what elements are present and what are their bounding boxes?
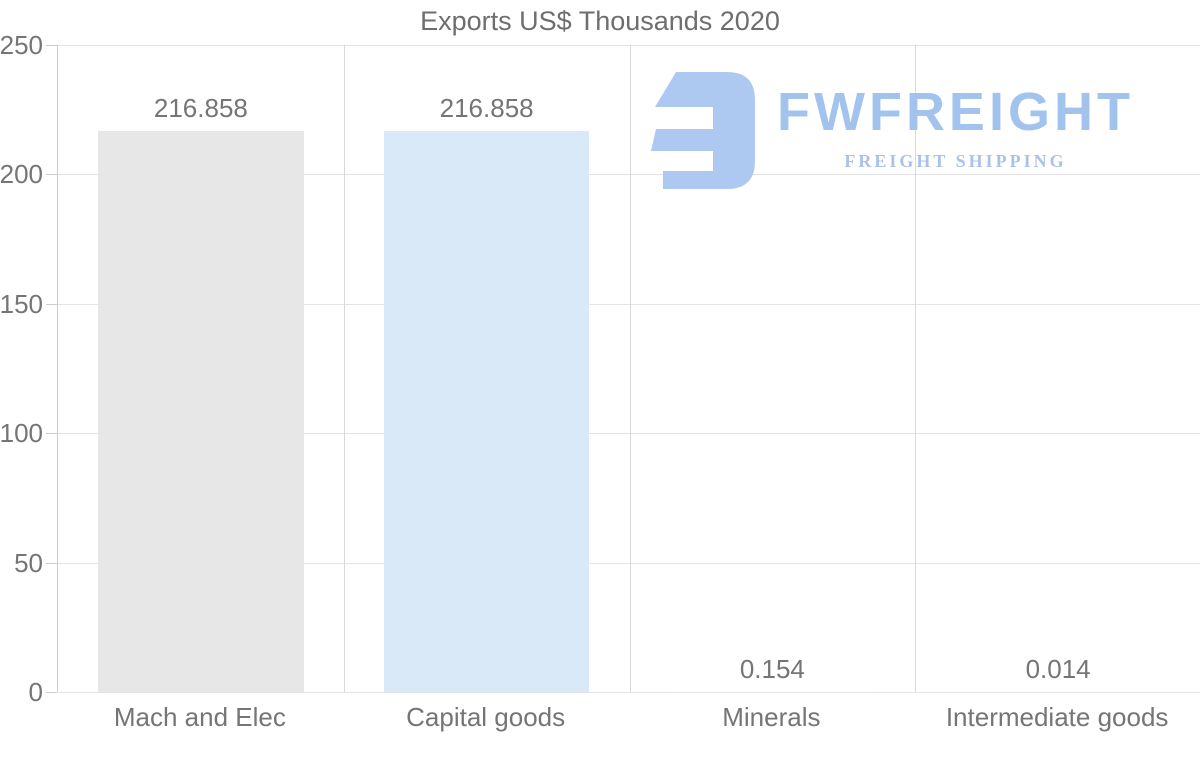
x-axis-label-mach-and-elec: Mach and Elec bbox=[113, 702, 286, 732]
gridline-x-separator bbox=[629, 45, 631, 692]
y-axis-label: 250 bbox=[0, 30, 43, 60]
category-slot: 0.014 bbox=[915, 45, 1200, 692]
category-slot: 0.154 bbox=[630, 45, 916, 692]
y-axis-tick bbox=[46, 433, 57, 435]
freight-logo-icon bbox=[651, 72, 755, 189]
bar-value-label: 216.858 bbox=[439, 92, 534, 123]
bar-mach-and-elec bbox=[98, 130, 304, 692]
y-axis-label: 50 bbox=[14, 547, 43, 578]
brand-name: FWFREIGHT bbox=[777, 82, 1134, 142]
gridline-y-0 bbox=[58, 692, 1200, 693]
gridline-y-200 bbox=[58, 174, 1200, 176]
y-axis-tick bbox=[46, 45, 57, 46]
brand-text-block: FWFREIGHT FREIGHT SHIPPING bbox=[777, 72, 1134, 170]
chart-title: Exports US$ Thousands 2020 bbox=[420, 6, 780, 36]
y-axis-label: 150 bbox=[0, 288, 43, 319]
y-axis-tick bbox=[46, 174, 57, 176]
plot-area: 216.858 216.858 0.154 0.014 bbox=[57, 45, 1200, 693]
brand-tagline: FREIGHT SHIPPING bbox=[844, 151, 1067, 171]
y-axis-label: 0 bbox=[28, 677, 43, 707]
bar-value-label: 216.858 bbox=[153, 92, 248, 123]
y-axis: 0 50 100 150 200 250 bbox=[0, 32, 57, 705]
brand-watermark: FWFREIGHT FREIGHT SHIPPING bbox=[648, 72, 1134, 189]
gridline-x-separator bbox=[343, 45, 345, 692]
x-axis-label-minerals: Minerals bbox=[722, 702, 821, 732]
y-axis-tick bbox=[46, 303, 57, 305]
bars-container: 216.858 216.858 0.154 0.014 bbox=[58, 45, 1200, 692]
bar-value-label: 0.014 bbox=[1025, 653, 1091, 684]
y-axis-label: 200 bbox=[0, 159, 43, 190]
logo-glyph bbox=[651, 72, 755, 189]
y-axis-label: 100 bbox=[0, 418, 43, 449]
y-axis-tick bbox=[46, 562, 57, 564]
bar-value-label: 0.154 bbox=[739, 653, 805, 684]
gridline-y-50 bbox=[58, 562, 1200, 564]
x-axis-label-capital-goods: Capital goods bbox=[406, 702, 566, 732]
y-axis-tick bbox=[46, 692, 57, 693]
gridline-x-separator bbox=[915, 45, 917, 692]
x-axis-label-intermediate-goods: Intermediate goods bbox=[945, 702, 1169, 732]
bar-capital-goods bbox=[383, 130, 590, 692]
gridline-y-100 bbox=[58, 433, 1200, 435]
category-slot: 216.858 bbox=[58, 45, 344, 692]
category-slot: 216.858 bbox=[344, 45, 630, 692]
gridline-y-150 bbox=[58, 303, 1200, 305]
x-axis: Mach and Elec Capital goods Minerals Interm… bbox=[57, 702, 1200, 733]
gridline-y-250 bbox=[58, 45, 1200, 46]
